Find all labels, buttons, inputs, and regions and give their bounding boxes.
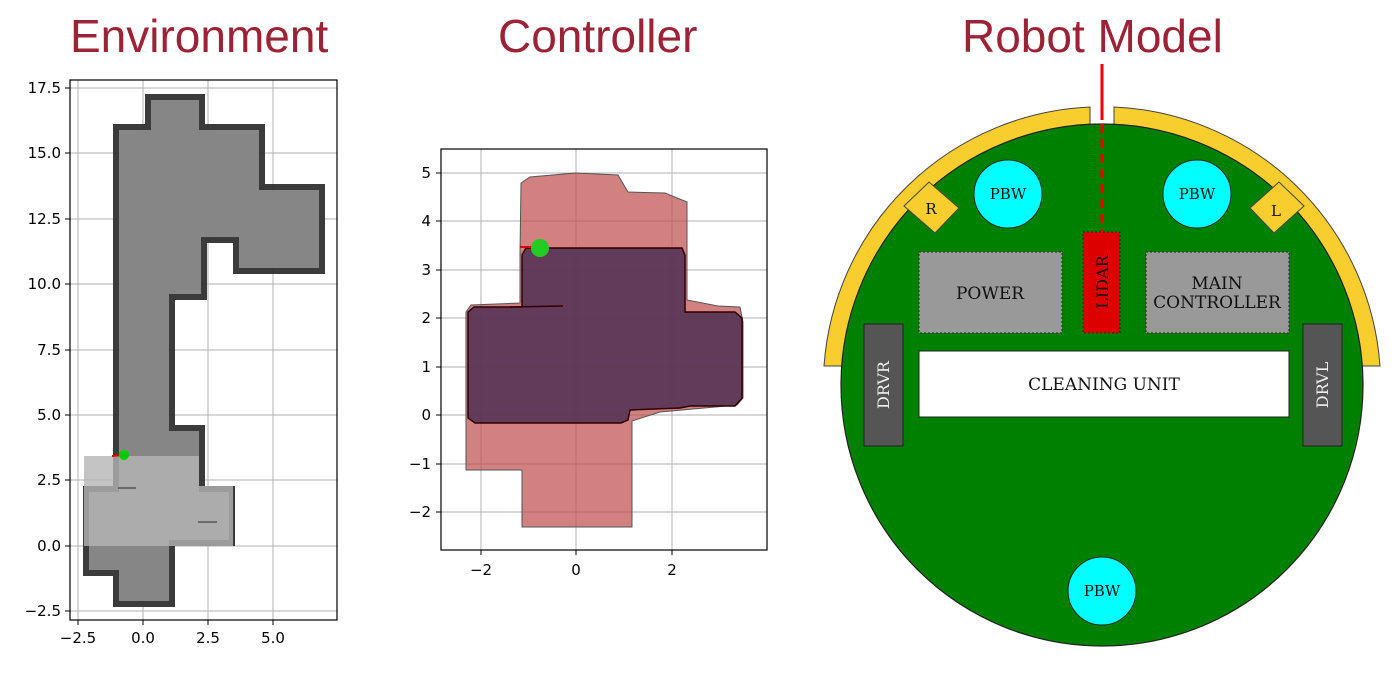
drvl-label: DRVL — [1313, 361, 1332, 408]
driver-right — [863, 323, 904, 447]
ctrl-ytick-4: 2 — [421, 309, 431, 327]
pbw-right-icon — [1162, 159, 1232, 229]
drvr-label: DRVR — [874, 360, 893, 409]
main-controller-module — [1145, 251, 1290, 334]
pbw-bottom-icon — [1067, 556, 1137, 626]
env-ytick-1: 17.5 — [28, 79, 61, 97]
ctrl-xtick-2: 0 — [571, 561, 581, 579]
cleaning-unit — [918, 350, 1290, 418]
env-xtick-3: 2.5 — [196, 629, 220, 647]
pbw-left-icon — [973, 159, 1043, 229]
controller-plot: −2 0 2 5 4 3 2 1 0 −1 −2 — [409, 148, 768, 579]
env-ytick-6: 5.0 — [37, 406, 61, 424]
ctrl-xtick-3: 2 — [667, 561, 677, 579]
environment-explored-region — [84, 456, 233, 546]
env-ytick-9: −2.5 — [25, 602, 61, 620]
env-ytick-3: 12.5 — [28, 210, 61, 228]
robot-model-title: Robot Model — [962, 10, 1223, 62]
ctrl-xtick-1: −2 — [470, 561, 492, 579]
controller-current-region — [467, 247, 743, 424]
env-xtick-1: −2.5 — [60, 629, 96, 647]
ctrl-ytick-5: 1 — [421, 358, 431, 376]
env-ytick-8: 0.0 — [37, 537, 61, 555]
ctrl-ytick-1: 5 — [421, 164, 431, 182]
robot-model-diagram: R L PBW PBW PBW POWER LIDAR MAIN CONTROL… — [823, 64, 1381, 647]
lidar-label: LIDAR — [1093, 254, 1112, 308]
lidar-module — [1082, 231, 1121, 334]
main-controller-label-line1: MAIN — [1191, 274, 1242, 294]
power-module — [918, 251, 1063, 334]
pbw-bottom-label: PBW — [1084, 582, 1121, 600]
ctrl-ytick-6: 0 — [421, 406, 431, 424]
environment-robot-marker — [119, 450, 129, 460]
pbw-left-label: PBW — [990, 185, 1027, 203]
ctrl-ytick-8: −2 — [409, 503, 431, 521]
bumper-l-tab — [1249, 181, 1305, 234]
controller-title: Controller — [498, 10, 698, 62]
env-ytick-5: 7.5 — [37, 341, 61, 359]
ctrl-ytick-7: −1 — [409, 455, 431, 473]
cleaning-unit-label: CLEANING UNIT — [1028, 375, 1180, 395]
ctrl-ytick-2: 4 — [421, 212, 431, 230]
driver-left — [1302, 323, 1343, 447]
env-ytick-2: 15.0 — [28, 144, 61, 162]
env-ytick-7: 2.5 — [37, 471, 61, 489]
environment-plot: −2.5 0.0 2.5 5.0 17.5 15.0 12.5 10.0 7.5… — [25, 79, 338, 647]
pbw-right-label: PBW — [1179, 185, 1216, 203]
environment-title: Environment — [70, 10, 329, 62]
main-controller-label-line2: CONTROLLER — [1153, 293, 1282, 313]
ctrl-ytick-3: 3 — [421, 261, 431, 279]
bumper-l-label: L — [1271, 202, 1281, 220]
bumper-r-label: R — [925, 200, 937, 218]
env-ytick-4: 10.0 — [28, 275, 61, 293]
env-xtick-4: 5.0 — [261, 629, 285, 647]
power-label: POWER — [956, 284, 1025, 304]
bumper-r-tab — [903, 181, 960, 234]
controller-robot-marker — [531, 239, 549, 257]
env-xtick-2: 0.0 — [131, 629, 155, 647]
